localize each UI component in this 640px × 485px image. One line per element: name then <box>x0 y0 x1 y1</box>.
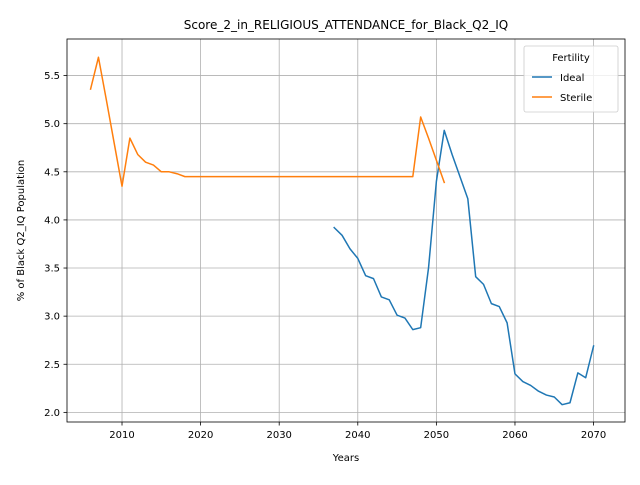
y-tick-label: 3.0 <box>44 312 60 323</box>
y-tick-label: 4.0 <box>44 215 60 226</box>
series-line-ideal <box>333 129 595 406</box>
legend-label-ideal: Ideal <box>560 73 584 84</box>
chart-title: Score_2_in_RELIGIOUS_ATTENDANCE_for_Blac… <box>184 18 509 32</box>
legend-title: Fertility <box>552 53 590 64</box>
y-tick-label: 5.5 <box>44 71 60 82</box>
x-tick-label: 2030 <box>266 430 291 441</box>
y-axis-label: % of Black Q2_IQ Population <box>16 160 27 302</box>
x-tick-label: 2050 <box>424 430 449 441</box>
x-tick-label: 2070 <box>581 430 606 441</box>
y-tick-label: 5.0 <box>44 119 60 130</box>
y-tick-label: 2.0 <box>44 408 60 419</box>
x-tick-label: 2020 <box>188 430 213 441</box>
x-tick-label: 2060 <box>502 430 527 441</box>
y-tick-label: 4.5 <box>44 167 60 178</box>
axis-ticks: 2010 2020 2030 2040 2050 2060 2070 2.0 2.5 3.0 3.5… <box>44 71 606 441</box>
legend-items: Ideal Sterile <box>532 73 592 104</box>
legend: Fertility Ideal Sterile <box>523 45 619 113</box>
x-tick-label: 2040 <box>345 430 370 441</box>
plot-area-frame <box>66 38 626 423</box>
gridlines <box>67 39 625 422</box>
legend-box <box>523 45 619 113</box>
y-tick-label: 2.5 <box>44 360 60 371</box>
x-axis-label: Years <box>332 453 359 464</box>
x-tick-label: 2010 <box>109 430 134 441</box>
series-line-sterile <box>89 56 446 187</box>
series-lines <box>89 56 595 406</box>
y-tick-label: 3.5 <box>44 264 60 275</box>
legend-label-sterile: Sterile <box>560 93 592 104</box>
